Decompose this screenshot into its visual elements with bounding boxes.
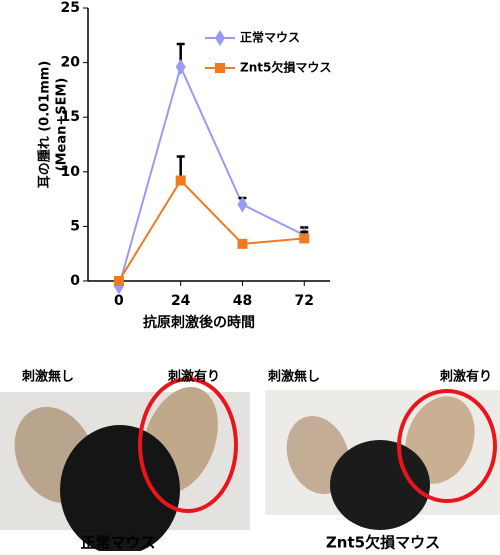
x-tick-label: 72 (295, 293, 314, 309)
photo-caption: 正常マウス (80, 534, 155, 552)
legend-label: 正常マウス (240, 30, 300, 45)
marker (113, 276, 124, 286)
marker (175, 175, 186, 186)
photo-label: 刺激有り (168, 369, 220, 385)
y-tick-label: 25 (61, 0, 80, 16)
legend-marker (215, 63, 225, 73)
marker (237, 196, 248, 213)
highlight-circle (397, 389, 497, 503)
y-axis-label: (Mean+SEM) (55, 78, 70, 172)
marker (299, 233, 310, 244)
x-tick-label: 0 (114, 293, 124, 309)
mouse-head (330, 440, 430, 530)
photo-label: 刺激有り (440, 369, 492, 385)
y-tick-label: 10 (61, 164, 81, 180)
marker (175, 58, 186, 75)
photo-caption: Znt5欠損マウス (326, 534, 440, 552)
y-tick-label: 5 (70, 218, 80, 234)
photo-normal: 刺激無し 刺激有り 正常マウス (0, 369, 250, 555)
legend-marker (215, 30, 225, 46)
photo-label: 刺激無し (22, 369, 74, 385)
x-tick-label: 48 (233, 293, 252, 309)
series-line (117, 64, 305, 287)
marker (237, 238, 248, 249)
legend-label: Znt5欠損マウス (240, 60, 331, 75)
mouse-head (60, 425, 180, 555)
x-axis-label: 抗原刺激後の時間 (143, 314, 255, 331)
y-tick-label: 15 (61, 109, 80, 125)
series-line (118, 178, 305, 282)
y-tick-label: 20 (61, 55, 81, 71)
x-tick-label: 24 (171, 293, 191, 309)
y-tick-label: 0 (70, 273, 80, 289)
y-axis-label: 耳の腫れ (0.01mm) (37, 61, 53, 189)
photo-label: 刺激無し (268, 369, 320, 385)
highlight-circle (138, 377, 238, 513)
photo-knockout: 刺激無し 刺激有り Znt5欠損マウス (265, 369, 500, 552)
